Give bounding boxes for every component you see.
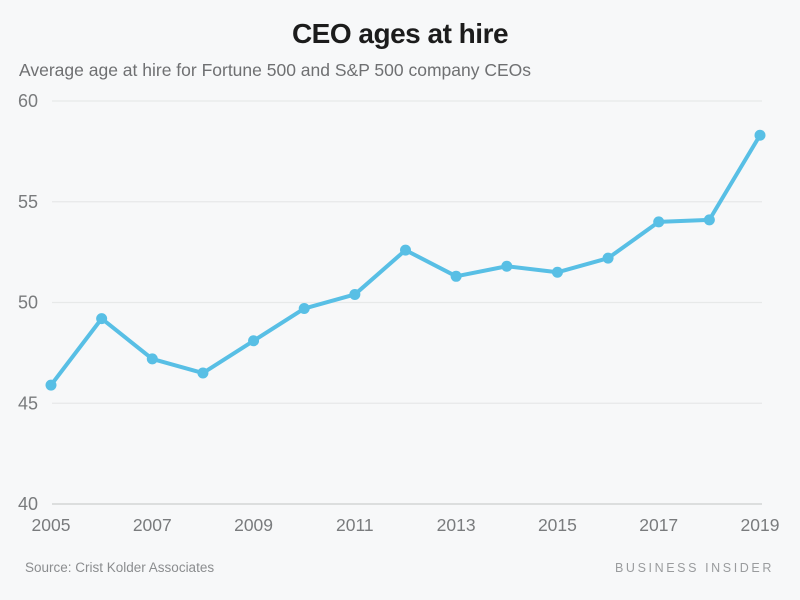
y-tick-label-40: 40 <box>18 494 38 514</box>
y-tick-label-50: 50 <box>18 293 38 313</box>
data-point-2019 <box>754 129 766 141</box>
x-tick-label-2007: 2007 <box>133 515 172 535</box>
data-line <box>49 133 762 388</box>
data-point-2015 <box>551 266 563 278</box>
brand-logo: BUSINESS INSIDER <box>615 561 774 575</box>
data-point-2006 <box>96 313 108 325</box>
data-point-2017 <box>653 216 665 228</box>
data-point-2013 <box>450 270 462 282</box>
x-tick-label-2017: 2017 <box>639 515 678 535</box>
y-tick-label-60: 60 <box>18 91 38 111</box>
chart-title: CEO ages at hire <box>291 18 509 49</box>
data-point-2009 <box>248 335 260 347</box>
y-tick-label-55: 55 <box>18 192 38 212</box>
data-point-2012 <box>400 244 411 256</box>
x-tick-label-2015: 2015 <box>538 515 577 535</box>
x-tick-label-2009: 2009 <box>234 515 273 535</box>
data-point-2016 <box>602 252 614 264</box>
x-tick-label-2005: 2005 <box>32 515 71 535</box>
y-tick-label-45: 45 <box>18 393 38 413</box>
x-tick-label-2013: 2013 <box>437 515 476 535</box>
chart-subtitle: Average age at hire for Fortune 500 and … <box>19 60 532 80</box>
data-point-2010 <box>298 303 310 315</box>
data-point-2007 <box>146 353 158 365</box>
data-point-2018 <box>703 214 715 226</box>
x-tick-label-2019: 2019 <box>741 515 780 535</box>
source-note: Source: Crist Kolder Associates <box>25 560 215 575</box>
data-point-2005 <box>45 379 57 391</box>
data-point-2008 <box>197 367 209 379</box>
data-point-2011 <box>349 288 361 300</box>
x-tick-label-2011: 2011 <box>336 515 374 535</box>
data-point-2014 <box>501 260 513 272</box>
